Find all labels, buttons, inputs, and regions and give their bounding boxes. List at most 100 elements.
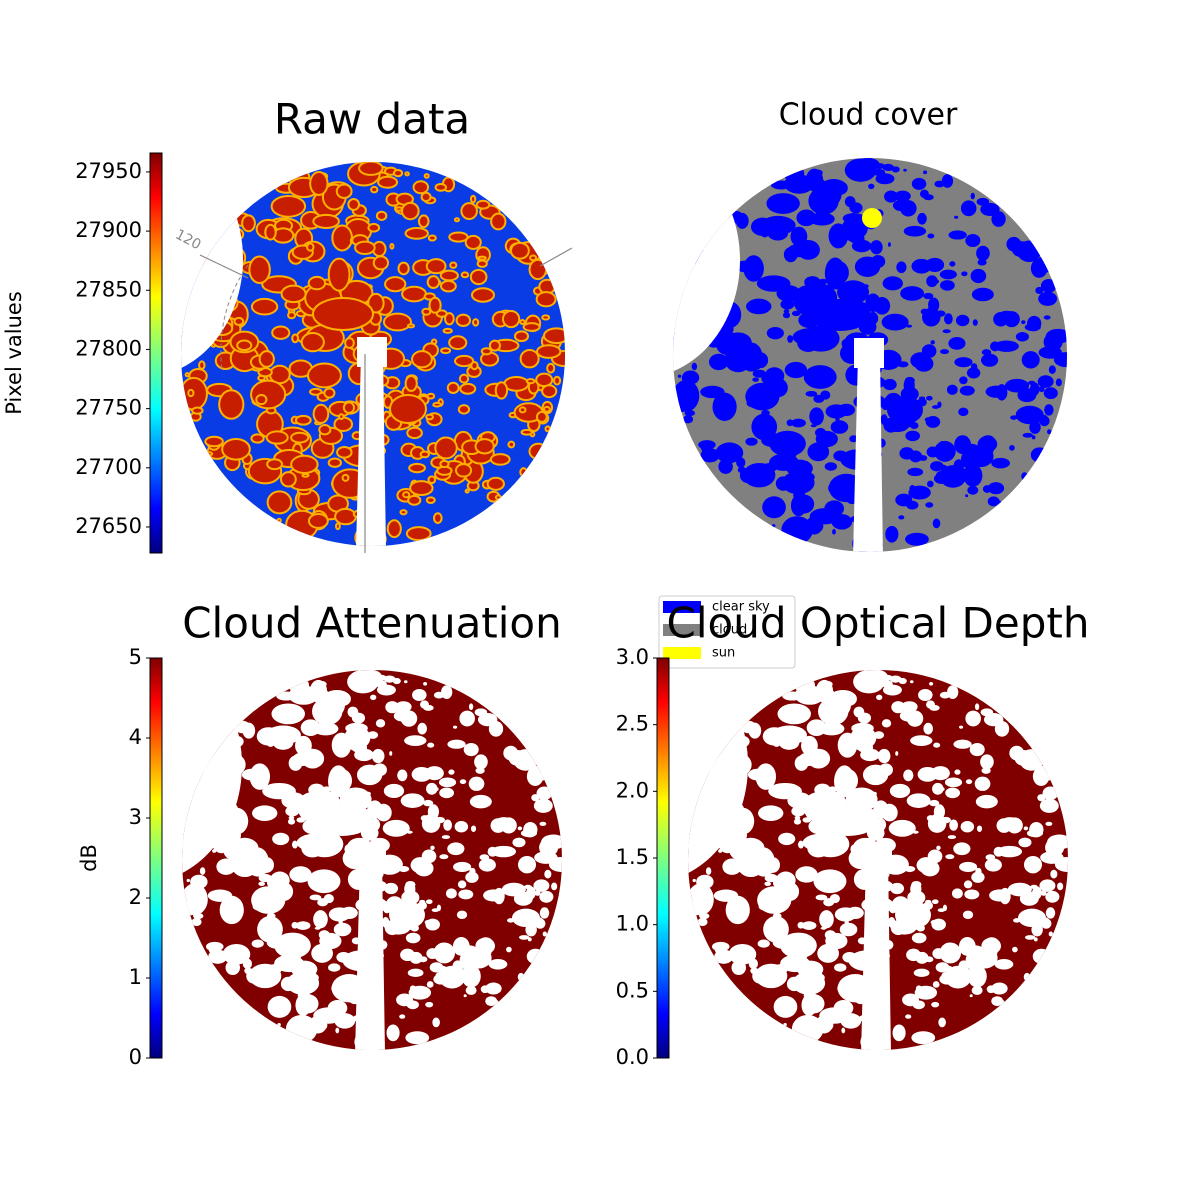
blob: [761, 463, 777, 474]
blob: [926, 815, 935, 822]
blob: [1023, 826, 1029, 831]
blob: [204, 435, 224, 448]
blob: [426, 981, 434, 988]
blob: [971, 287, 994, 302]
blob: [455, 463, 473, 478]
blob: [1021, 351, 1040, 369]
blob: [1014, 749, 1033, 766]
blob: [905, 430, 921, 442]
blob: [793, 818, 802, 825]
blob: [994, 959, 1014, 970]
blob: [745, 382, 780, 411]
blob: [536, 344, 562, 359]
blob: [1055, 378, 1062, 387]
blob: [517, 912, 523, 918]
blob: [386, 519, 402, 539]
blob: [431, 908, 440, 913]
blob: [463, 743, 479, 757]
blob: [804, 276, 821, 289]
blob: [428, 296, 442, 314]
blob: [873, 800, 889, 819]
blob: [534, 851, 558, 864]
blob: [776, 285, 801, 302]
blob: [405, 526, 432, 542]
blob: [539, 821, 547, 826]
blob: [815, 427, 827, 438]
blob: [1040, 279, 1057, 293]
blob: [382, 312, 413, 332]
legend-swatch: [663, 647, 701, 659]
blob: [924, 417, 932, 422]
blob: [485, 982, 502, 995]
blob: [309, 679, 328, 703]
legend-swatch: [663, 624, 701, 636]
blob: [870, 240, 883, 255]
blob: [276, 517, 282, 524]
blob: [698, 440, 716, 450]
blob: [1040, 851, 1064, 864]
blob: [313, 910, 328, 929]
blob: [291, 333, 300, 344]
legend-label: clear sky: [712, 600, 770, 615]
blob: [829, 894, 840, 904]
blob: [1009, 445, 1015, 451]
blob: [417, 722, 427, 735]
blob: [334, 507, 357, 526]
blob: [1057, 882, 1064, 891]
colorbar-tick-label: 3: [129, 805, 142, 829]
blob: [526, 766, 544, 786]
blob: [814, 783, 831, 797]
blob: [528, 442, 548, 460]
blob: [929, 799, 940, 807]
blob: [280, 976, 296, 992]
blob: [439, 269, 459, 282]
blob: [1012, 946, 1018, 953]
blob: [737, 851, 765, 878]
blob: [974, 776, 991, 791]
blob: [926, 700, 935, 709]
blob: [844, 196, 856, 208]
blob: [399, 509, 408, 516]
blob: [453, 354, 475, 368]
blob: [939, 691, 951, 699]
blob: [432, 1017, 440, 1028]
blob: [184, 372, 191, 378]
blob: [476, 259, 488, 268]
blob: [280, 284, 307, 304]
blob: [959, 385, 975, 396]
blob: [1010, 415, 1018, 420]
blob: [784, 361, 808, 379]
blob: [507, 440, 516, 449]
blob: [406, 830, 413, 834]
blob: [715, 442, 744, 464]
blob: [881, 313, 909, 331]
blob: [833, 450, 848, 462]
blob: [824, 462, 837, 471]
blob: [198, 360, 206, 370]
blob: [830, 420, 849, 434]
blob: [236, 339, 253, 352]
blob: [327, 999, 348, 1017]
blob: [469, 867, 476, 876]
blob: [250, 379, 287, 410]
blob: [306, 242, 315, 252]
blob: [1043, 315, 1051, 320]
blob: [954, 215, 959, 219]
blob: [917, 212, 927, 225]
blob: [434, 182, 447, 192]
blob: [309, 171, 329, 197]
blob: [728, 943, 757, 965]
blob: [772, 912, 782, 919]
blob: [991, 982, 1008, 995]
blob: [427, 742, 435, 748]
blob: [486, 476, 505, 491]
blob: [996, 384, 1008, 401]
blob: [884, 190, 898, 203]
blob: [372, 255, 390, 271]
blob: [338, 413, 345, 420]
blob: [448, 231, 469, 243]
blob: [887, 396, 923, 424]
blob: [802, 241, 809, 249]
panel-title: Cloud Optical Depth: [667, 599, 1090, 648]
blob: [954, 769, 961, 775]
